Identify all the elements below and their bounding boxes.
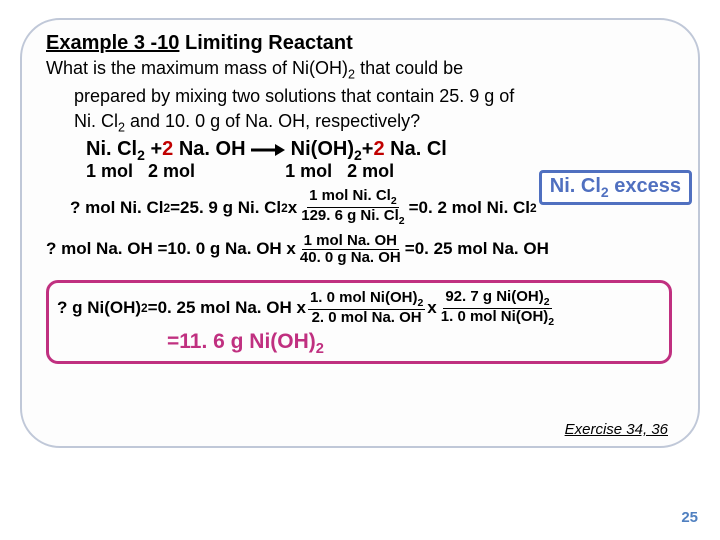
calc-naoh: ? mol Na. OH =10. 0 g Na. OH x 1 mol Na.…	[46, 233, 674, 266]
frac-nicl2: 1 mol Ni. Cl2 129. 6 g Ni. Cl2	[299, 188, 406, 227]
title-topic: Limiting Reactant	[179, 32, 352, 54]
calc-product: ? g Ni(OH)2 =0. 25 mol Na. OH x 1. 0 mol…	[57, 289, 661, 328]
question-line2: prepared by mixing two solutions that co…	[46, 85, 674, 108]
example-title: Example 3 -10 Limiting Reactant	[46, 32, 674, 55]
final-answer: =11. 6 g Ni(OH)2	[57, 330, 661, 357]
title-example: Example 3 -10	[46, 32, 179, 54]
frac-naoh: 1 mol Na. OH 40. 0 g Na. OH	[298, 233, 403, 266]
frac-product1: 1. 0 mol Ni(OH)2 2. 0 mol Na. OH	[308, 290, 425, 326]
excess-label: Ni. Cl2 excess	[539, 170, 692, 205]
result-box: ? g Ni(OH)2 =0. 25 mol Na. OH x 1. 0 mol…	[46, 280, 672, 364]
frac-product2: 92. 7 g Ni(OH)2 1. 0 mol Ni(OH)2	[439, 289, 556, 328]
page-number: 25	[681, 509, 698, 526]
question-line3: Ni. Cl2 and 10. 0 g of Na. OH, respectiv…	[46, 110, 674, 136]
exercise-ref: Exercise 34, 36	[565, 421, 668, 438]
slide: Example 3 -10 Limiting Reactant What is …	[0, 0, 720, 540]
equation: Ni. Cl2 +2 Na. OH Ni(OH)2+2 Na. Cl	[46, 138, 674, 163]
question-line1: What is the maximum mass of Ni(OH)2 that…	[46, 57, 674, 83]
content-box: Example 3 -10 Limiting Reactant What is …	[20, 18, 700, 448]
arrow-icon	[251, 143, 285, 157]
